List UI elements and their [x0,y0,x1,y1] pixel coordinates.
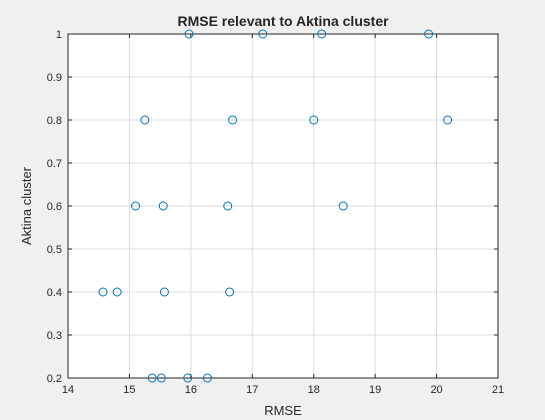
scatter-point [424,29,434,39]
tick-labels: 14 15 16 17 18 19 20 21 0.2 0.3 0.4 0.5 0.6 0.7 0.8 0.9… [47,29,504,396]
y-tick-label: 0.5 [47,244,62,256]
scatter-point [140,115,150,125]
scatter-point [309,115,319,125]
data-points [98,29,453,383]
x-tick-label: 18 [308,384,320,396]
scatter-point [225,287,235,297]
scatter-point [158,201,168,211]
y-tick-label: 0.2 [47,373,62,385]
y-tick-label: 0.6 [47,201,62,213]
scatter-point [98,287,108,297]
scatter-point [147,373,157,383]
scatter-point [338,201,348,211]
x-tick-label: 14 [62,384,74,396]
x-tick-label: 19 [369,384,381,396]
scatter-point [443,115,453,125]
y-tick-label: 0.7 [47,158,62,170]
scatter-point [112,287,122,297]
y-tick-label: 1 [56,29,62,41]
x-tick-label: 15 [123,384,135,396]
chart-title: RMSE relevant to Aktina cluster [177,13,389,29]
scatter-point [131,201,141,211]
x-axis-label: RMSE [264,403,302,418]
x-tick-label: 17 [246,384,258,396]
y-tick-label: 0.3 [47,330,62,342]
x-tick-label: 21 [492,384,504,396]
scatter-point [223,201,233,211]
scatter-point [202,373,212,383]
axes [67,33,499,379]
y-axis-label: Aktina cluster [19,166,34,245]
scatter-point [156,373,166,383]
y-tick-label: 0.8 [47,115,62,127]
x-tick-label: 16 [185,384,197,396]
axes-box [67,33,499,379]
x-tick-label: 20 [430,384,442,396]
scatter-point [184,29,194,39]
scatter-point [159,287,169,297]
scatter-point [183,373,193,383]
scatter-point [228,115,238,125]
y-tick-label: 0.4 [47,287,62,299]
scatter-point [258,29,268,39]
scatter-point [317,29,327,39]
y-tick-label: 0.9 [47,72,62,84]
